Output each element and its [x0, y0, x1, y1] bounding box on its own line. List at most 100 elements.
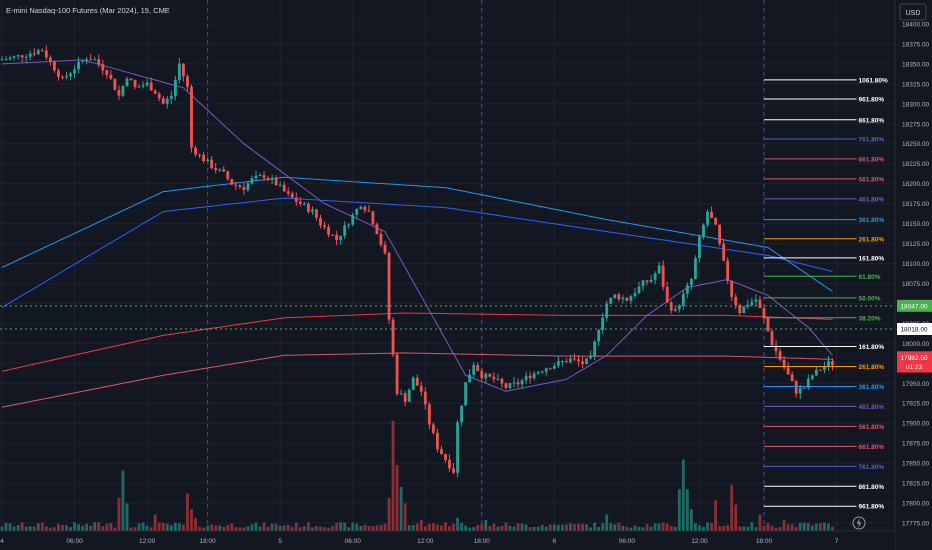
candle-body: [202, 154, 205, 162]
volume-bar: [665, 523, 669, 531]
volume-bar: [254, 522, 258, 531]
price-axis[interactable]: [895, 0, 932, 550]
candle-body: [714, 218, 717, 225]
lightning-icon[interactable]: [852, 516, 866, 530]
volume-bar: [528, 527, 532, 531]
candle-body: [585, 358, 588, 364]
fib-level-label: 861.80%: [859, 484, 885, 491]
volume-bar: [524, 524, 528, 531]
candle-body: [198, 154, 201, 156]
volume-bar: [117, 498, 121, 531]
price-tick-label: 18375.00: [902, 41, 929, 48]
volume-bar: [294, 522, 298, 531]
moving-average-line: [1, 59, 833, 392]
volume-bar: [371, 525, 375, 531]
price-tick-label: 18075.00: [902, 281, 929, 288]
candle-body: [290, 193, 294, 198]
candle-body: [331, 234, 334, 236]
moving-average-line: [1, 197, 833, 308]
candle-body: [565, 361, 568, 363]
price-tick-label: 18100.00: [902, 261, 929, 268]
candle-body: [504, 383, 508, 388]
candlesticks[interactable]: [0, 45, 834, 478]
volume-bar: [327, 527, 330, 531]
candle-body: [113, 78, 117, 90]
volume-bar: [629, 527, 633, 531]
candle-body: [165, 98, 169, 104]
volume-bar: [464, 525, 468, 531]
volume-bar: [214, 525, 218, 531]
time-tick-label: 18:00: [756, 538, 773, 545]
volume-bar: [520, 523, 524, 531]
volume-bar: [359, 525, 363, 531]
candle-body: [246, 183, 250, 191]
candle-body: [367, 210, 371, 212]
volume-bar: [673, 526, 677, 531]
volume-bar: [810, 525, 814, 531]
volume-bar: [0, 526, 4, 531]
candle-body: [669, 302, 673, 311]
candle-body: [153, 90, 157, 94]
volume-bar: [706, 522, 709, 531]
candle-body: [681, 293, 685, 306]
candle-body: [182, 63, 185, 77]
candle-body: [177, 63, 181, 80]
price-tick-label: 17950.00: [902, 381, 929, 388]
chart-title: E-mini Nasdaq-100 Futures (Mar 2024), 15…: [6, 6, 170, 15]
candle-body: [770, 331, 774, 346]
volume-bar: [302, 526, 306, 531]
volume-bar: [770, 525, 774, 531]
volume-bar: [323, 527, 326, 531]
candle-body: [105, 70, 109, 75]
candle-body: [306, 203, 310, 212]
volume-bar: [669, 525, 673, 531]
candle-body: [335, 234, 339, 240]
candle-body: [97, 59, 101, 65]
fib-level-label: 661.80%: [859, 156, 885, 163]
candle-body: [117, 89, 121, 96]
volume-bar: [512, 526, 516, 531]
candle-body: [61, 76, 64, 78]
candle-body: [694, 258, 697, 280]
candle-body: [726, 260, 730, 281]
volume-bar: [190, 509, 193, 531]
candle-body: [137, 86, 141, 88]
volume-bar: [637, 526, 641, 531]
volume-bar: [121, 470, 125, 531]
volume-bar: [347, 527, 351, 531]
volume-bar: [415, 523, 419, 531]
fib-level-label: 38.20%: [859, 315, 881, 322]
fibonacci-extension[interactable]: 1061.80% 961.80% 861.80% 761.80% 661.80% 561.…: [763, 77, 888, 511]
volume-bar: [391, 421, 395, 531]
candle-body: [794, 381, 798, 394]
candle-body: [831, 361, 834, 366]
candle-body: [738, 305, 742, 314]
candle-body: [347, 224, 351, 226]
time-axis[interactable]: [0, 531, 895, 550]
currency-button[interactable]: USD: [899, 3, 927, 21]
moving-average-line: [1, 352, 833, 408]
candle-body: [774, 345, 778, 352]
volume-bar: [399, 487, 403, 531]
candle-body: [210, 159, 214, 169]
candle-body: [52, 61, 56, 71]
candle-body: [274, 178, 278, 186]
fib-level-label: 161.80%: [859, 255, 885, 262]
time-tick-label: 4: [0, 538, 4, 545]
candle-body: [258, 175, 262, 177]
candle-body: [302, 203, 306, 205]
volume-bar: [218, 525, 222, 531]
volume-bar: [419, 520, 423, 531]
candle-body: [673, 309, 677, 311]
price-tag-label: 01:23: [906, 364, 923, 371]
volume-bar: [653, 523, 657, 531]
candle-body: [40, 50, 44, 52]
volume-bar: [702, 526, 705, 531]
candle-body: [677, 305, 681, 310]
candle-body: [597, 329, 601, 342]
candle-body: [661, 265, 665, 287]
volume-bar: [367, 525, 371, 531]
time-tick-label: 06:00: [619, 538, 636, 545]
candle-body: [343, 225, 347, 236]
